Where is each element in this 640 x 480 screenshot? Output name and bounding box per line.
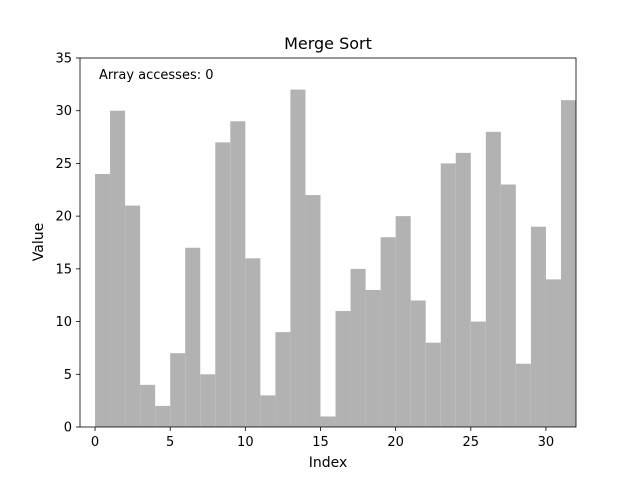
bar-13 — [290, 89, 306, 427]
bar-25 — [470, 321, 486, 427]
y-tick-label: 0 — [64, 421, 72, 436]
x-tick-label: 15 — [312, 435, 329, 450]
x-tick-label: 25 — [463, 435, 480, 450]
x-tick-label: 10 — [237, 435, 254, 450]
bar-9 — [230, 121, 246, 427]
y-tick-label: 5 — [64, 368, 72, 383]
bar-24 — [455, 152, 471, 427]
bar-15 — [320, 416, 336, 427]
bar-6 — [185, 247, 201, 427]
bar-1 — [110, 110, 126, 428]
bar-2 — [125, 205, 141, 427]
bar-16 — [335, 311, 351, 427]
y-tick-label: 15 — [55, 262, 72, 277]
y-tick-label: 35 — [55, 52, 72, 67]
x-tick-label: 20 — [387, 435, 404, 450]
bar-31 — [560, 100, 576, 428]
bar-11 — [260, 395, 276, 427]
x-axis-ticks: 0 5 10 15 20 25 30 — [91, 427, 554, 450]
bar-18 — [365, 289, 381, 427]
y-axis-label: Value — [31, 223, 47, 261]
bar-4 — [155, 405, 171, 427]
bar-28 — [515, 363, 531, 427]
bar-5 — [170, 353, 186, 427]
array-accesses-annotation: Array accesses: 0 — [99, 68, 214, 83]
bar-10 — [245, 258, 261, 427]
x-tick-label: 30 — [538, 435, 555, 450]
bar-12 — [275, 332, 291, 427]
bar-7 — [200, 374, 216, 427]
y-axis-ticks: 0 5 10 15 20 25 30 35 — [55, 52, 80, 436]
x-tick-label: 0 — [91, 435, 99, 450]
y-tick-label: 10 — [55, 315, 72, 330]
bar-23 — [440, 163, 456, 427]
bar-20 — [395, 216, 411, 427]
bar-21 — [410, 300, 426, 427]
bar-22 — [425, 342, 441, 427]
y-tick-label: 30 — [55, 104, 72, 119]
bar-0 — [95, 173, 111, 427]
y-tick-label: 20 — [55, 210, 72, 225]
chart-title: Merge Sort — [284, 34, 372, 53]
bar-17 — [350, 268, 366, 427]
bar-19 — [380, 237, 396, 427]
y-tick-label: 25 — [55, 157, 72, 172]
bar-14 — [305, 195, 321, 427]
bar-8 — [215, 142, 231, 427]
bar-29 — [530, 226, 546, 427]
bar-3 — [140, 384, 156, 427]
bar-30 — [545, 279, 561, 427]
bar-series — [95, 89, 576, 428]
plot-frame — [79, 57, 577, 428]
bar-27 — [500, 184, 516, 427]
x-tick-label: 5 — [166, 435, 174, 450]
bar-26 — [485, 131, 501, 428]
x-axis-label: Index — [309, 455, 348, 471]
